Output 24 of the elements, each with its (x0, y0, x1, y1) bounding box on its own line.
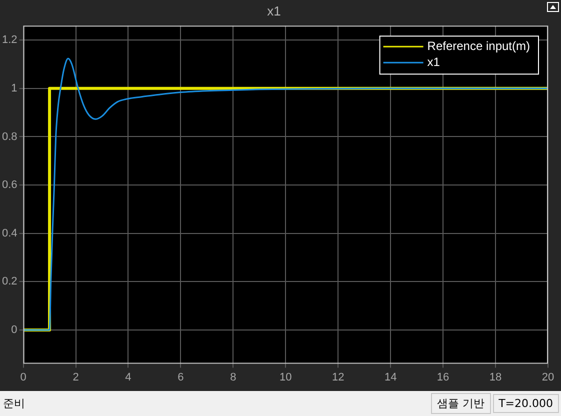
x-tick-label: 0 (20, 371, 26, 384)
chart-title: x1 (267, 3, 281, 18)
x-tick-label: 14 (384, 371, 397, 384)
text: 샘플 기반 (431, 393, 491, 414)
x-tick-label: 18 (489, 371, 502, 384)
y-tick-label: 0.2 (2, 276, 18, 288)
y-tick-label: 0.6 (2, 179, 18, 192)
y-tick-label: 1 (11, 82, 18, 94)
y-tick-label: 0 (11, 324, 18, 336)
text: T=20.000 (492, 394, 559, 413)
legend-label: Reference input(m) (427, 38, 530, 53)
y-tick-label: 1.2 (2, 34, 18, 46)
y-tick-label: 0.8 (2, 130, 18, 143)
x-tick-label: 2 (72, 371, 79, 384)
x-tick-label: 6 (178, 371, 184, 384)
x-tick-label: 20 (542, 371, 554, 384)
legend-label: x1 (427, 54, 440, 69)
y-tick-label: 0.4 (2, 227, 18, 240)
x-tick-label: 16 (436, 371, 450, 384)
x-tick-label: 10 (280, 371, 292, 384)
text: 준비 (3, 396, 26, 411)
x-tick-label: 12 (332, 371, 344, 384)
x-tick-label: 8 (230, 371, 236, 384)
x-tick-label: 4 (125, 371, 132, 384)
